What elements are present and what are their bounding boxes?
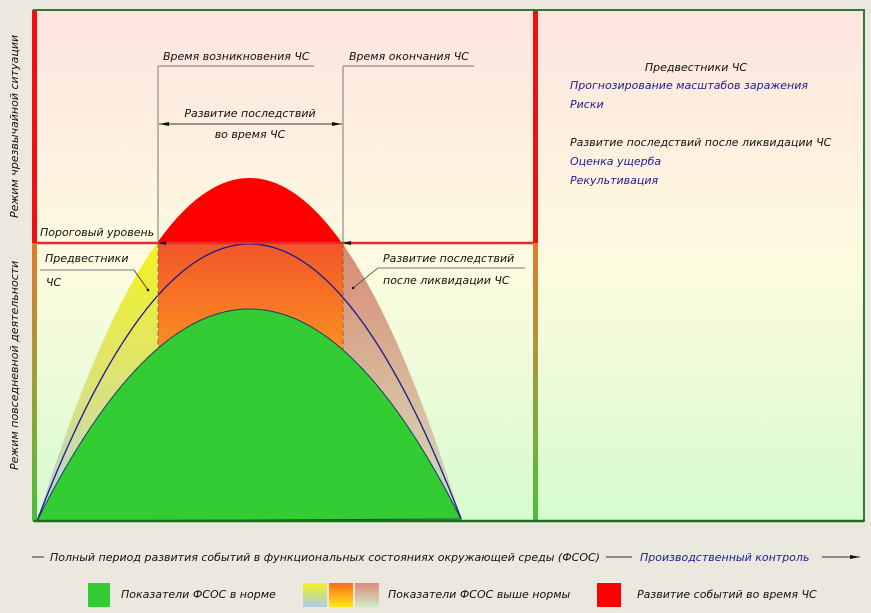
after-leader xyxy=(352,267,379,289)
normal-indicators-region xyxy=(36,308,462,522)
bottom-axis-extension: Производственный контроль xyxy=(640,551,809,564)
after-leader-dot xyxy=(351,286,355,290)
divider-emergency xyxy=(533,10,538,243)
legend-swatch-during xyxy=(329,583,353,607)
everyday-mode-label: Режим повседневной деятельности xyxy=(8,261,21,470)
onset-time-label: Время возникновения ЧС xyxy=(163,50,310,63)
right-item-1-2: Риски xyxy=(570,98,604,111)
right-item-2-2: Рекультивация xyxy=(570,174,658,187)
threshold-label: Пороговый уровень xyxy=(40,226,154,239)
end-time-label: Время окончания ЧС xyxy=(349,50,469,63)
legend-label-normal: Показатели ФСОС в норме xyxy=(121,588,276,601)
during-label-2: во время ЧС xyxy=(215,128,286,141)
everyday-mode-bar xyxy=(32,243,37,521)
during-label-1: Развитие последствий xyxy=(184,107,315,120)
precursors-leader xyxy=(133,269,149,291)
after-label-2: после ликвидации ЧС xyxy=(383,274,510,287)
right-item-2-1: Оценка ущерба xyxy=(570,155,661,168)
emergency-mode-bar xyxy=(32,10,37,243)
precursors-label-2: ЧС xyxy=(46,276,62,289)
right-heading-2: Развитие последствий после ликвидации ЧС xyxy=(570,136,832,149)
after-label-1: Развитие последствий xyxy=(383,252,514,265)
right-heading-1: Предвестники ЧС xyxy=(645,61,748,74)
legend-swatch-after xyxy=(355,583,379,607)
bottom-axis-label: Полный период развития событий в функцио… xyxy=(50,551,600,564)
right-item-1-1: Прогнозирование масштабов заражения xyxy=(570,79,808,92)
emergency-cap-region xyxy=(158,178,343,243)
legend-swatch-normal xyxy=(88,583,110,607)
legend-label-emergency: Развитие событий во время ЧС xyxy=(637,588,817,601)
legend-swatch-precursors xyxy=(303,583,327,607)
divider-everyday xyxy=(533,243,538,521)
emergency-mode-label: Режим чрезвычайной ситуации xyxy=(8,35,21,218)
precursors-label-1: Предвестники xyxy=(45,252,128,265)
precursors-leader-dot xyxy=(146,288,150,292)
legend-label-above: Показатели ФСОС выше нормы xyxy=(388,588,571,601)
legend-swatch-emergency xyxy=(597,583,621,607)
